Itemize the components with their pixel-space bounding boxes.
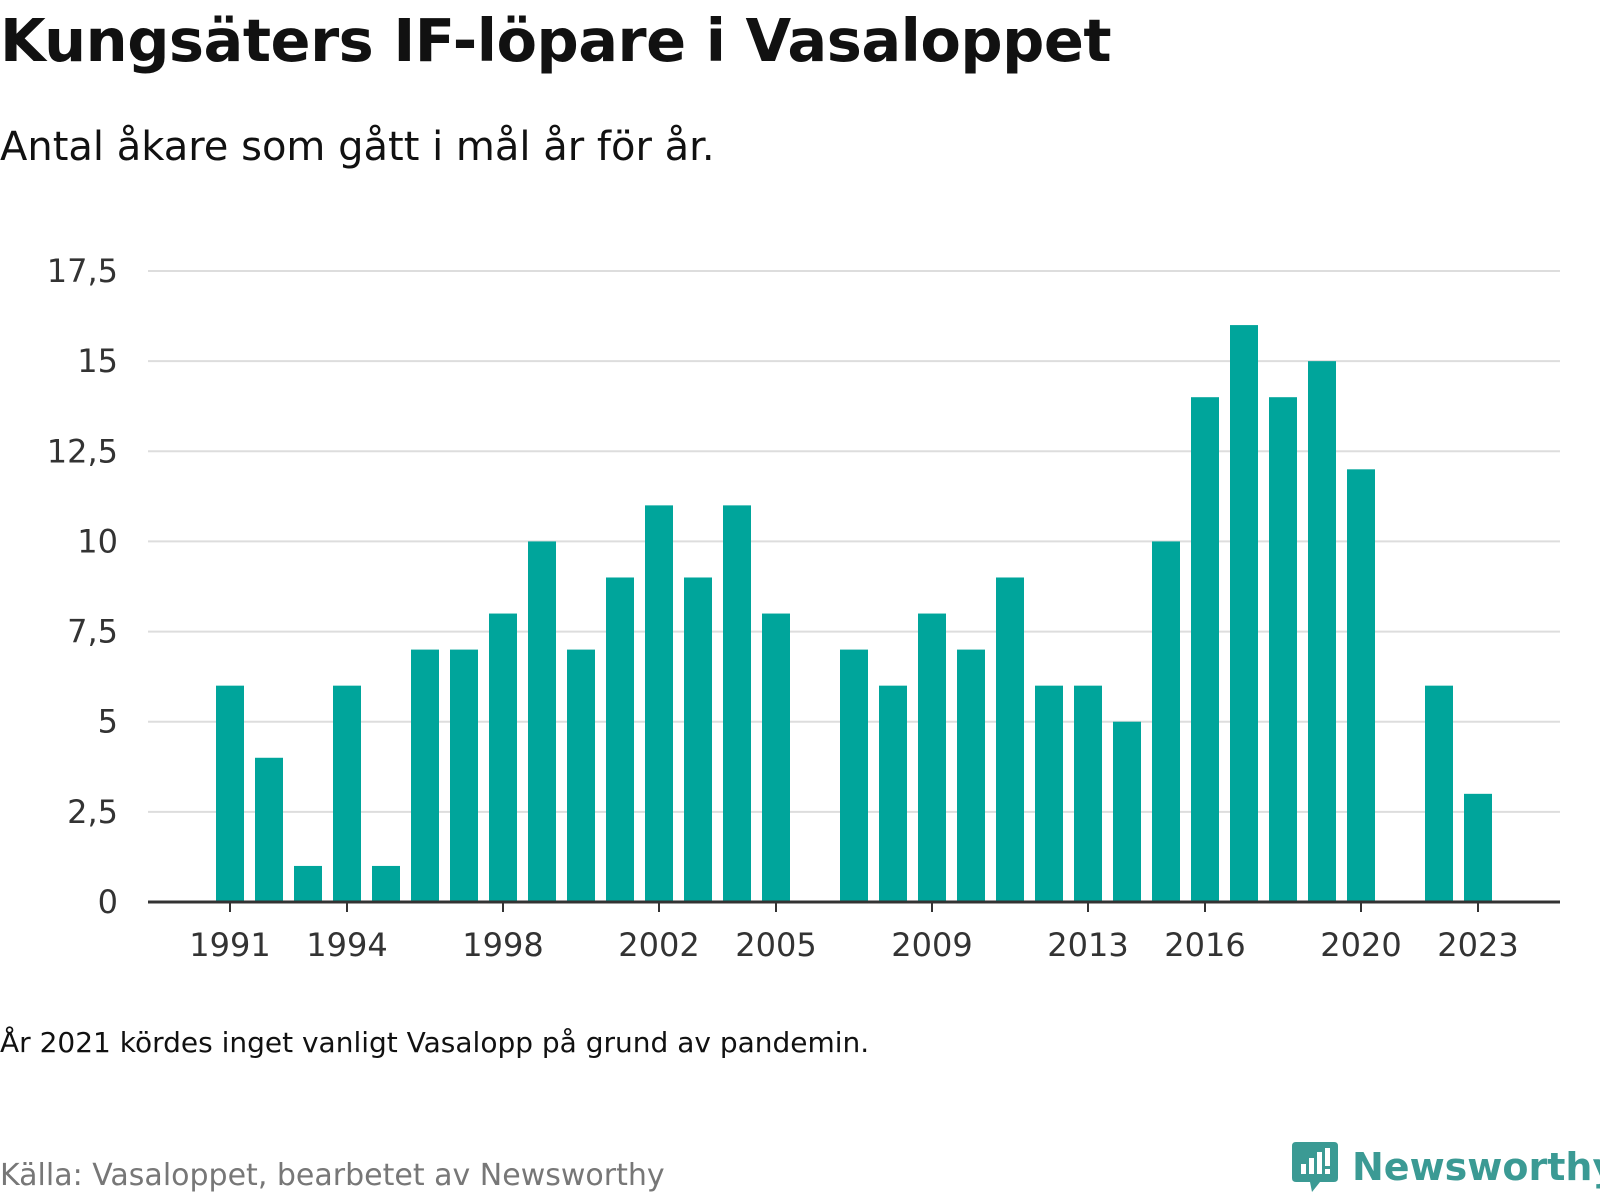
x-tick-label: 2002 [618,926,699,964]
bar-2003 [684,577,712,902]
x-tick-label: 2013 [1047,926,1128,964]
bar-2023 [1464,793,1492,902]
bar-1995 [372,865,400,902]
bar-2018 [1269,397,1297,902]
bar-2020 [1347,469,1375,902]
bar-2022 [1425,685,1453,902]
bar-2015 [1152,541,1180,902]
x-tick-label: 2009 [891,926,972,964]
y-tick-label: 2,5 [67,793,118,831]
axes: 0 2,5 5 7,5 10 12,5 15 17,5 1991 1994 1998 2002 2005… [47,252,1560,964]
bar-2017 [1230,325,1258,903]
bar-1998 [489,613,517,902]
bar-1999 [528,541,556,902]
bar-2010 [957,649,985,902]
chart-title: Kungsäters IF-löpare i Vasaloppet [0,6,1112,75]
bar-2011 [996,577,1024,902]
y-tick-label: 10 [77,522,118,560]
x-tick-label: 2023 [1437,926,1518,964]
chart-subtitle: Antal åkare som gått i mål år för år. [0,124,715,170]
y-tick-label: 17,5 [47,252,118,290]
bar-2007 [840,649,868,902]
bar-1991 [216,685,244,902]
bar-2001 [606,577,634,902]
bar-2009 [918,613,946,902]
x-tick-label: 1994 [306,926,387,964]
logo-text: Newsworthy [1352,1145,1600,1189]
bar-2019 [1308,361,1336,903]
bar-chart: 0 2,5 5 7,5 10 12,5 15 17,5 1991 1994 1998 2002 2005… [47,252,1560,964]
x-tick-label: 2020 [1320,926,1401,964]
bar-2013 [1074,685,1102,902]
y-tick-label: 7,5 [67,613,118,651]
bar-1996 [411,649,439,902]
bar-2004 [723,505,751,902]
y-tick-label: 12,5 [47,432,118,470]
bar-1997 [450,649,478,902]
bar-1994 [333,685,361,902]
bar-2014 [1113,721,1141,902]
bar-2002 [645,505,673,902]
bar-1993 [294,865,322,902]
bar-2016 [1191,397,1219,902]
bar-2005 [762,613,790,902]
x-tick-label: 1991 [189,926,270,964]
source-text: Källa: Vasaloppet, bearbetet av Newswort… [0,1158,665,1193]
x-tick-label: 2016 [1164,926,1245,964]
y-tick-label: 0 [98,883,118,921]
bars [216,325,1492,903]
bar-2000 [567,649,595,902]
bar-1992 [255,757,283,902]
y-tick-label: 15 [77,342,118,380]
x-tick-label: 2005 [735,926,816,964]
bar-2008 [879,685,907,902]
newsworthy-logo-icon [1292,1142,1338,1192]
x-tick-label: 1998 [462,926,543,964]
newsworthy-logo: Newsworthy [1290,1140,1600,1194]
footnote: År 2021 kördes inget vanligt Vasalopp på… [0,1026,870,1059]
bar-2012 [1035,685,1063,902]
y-tick-label: 5 [98,703,118,741]
